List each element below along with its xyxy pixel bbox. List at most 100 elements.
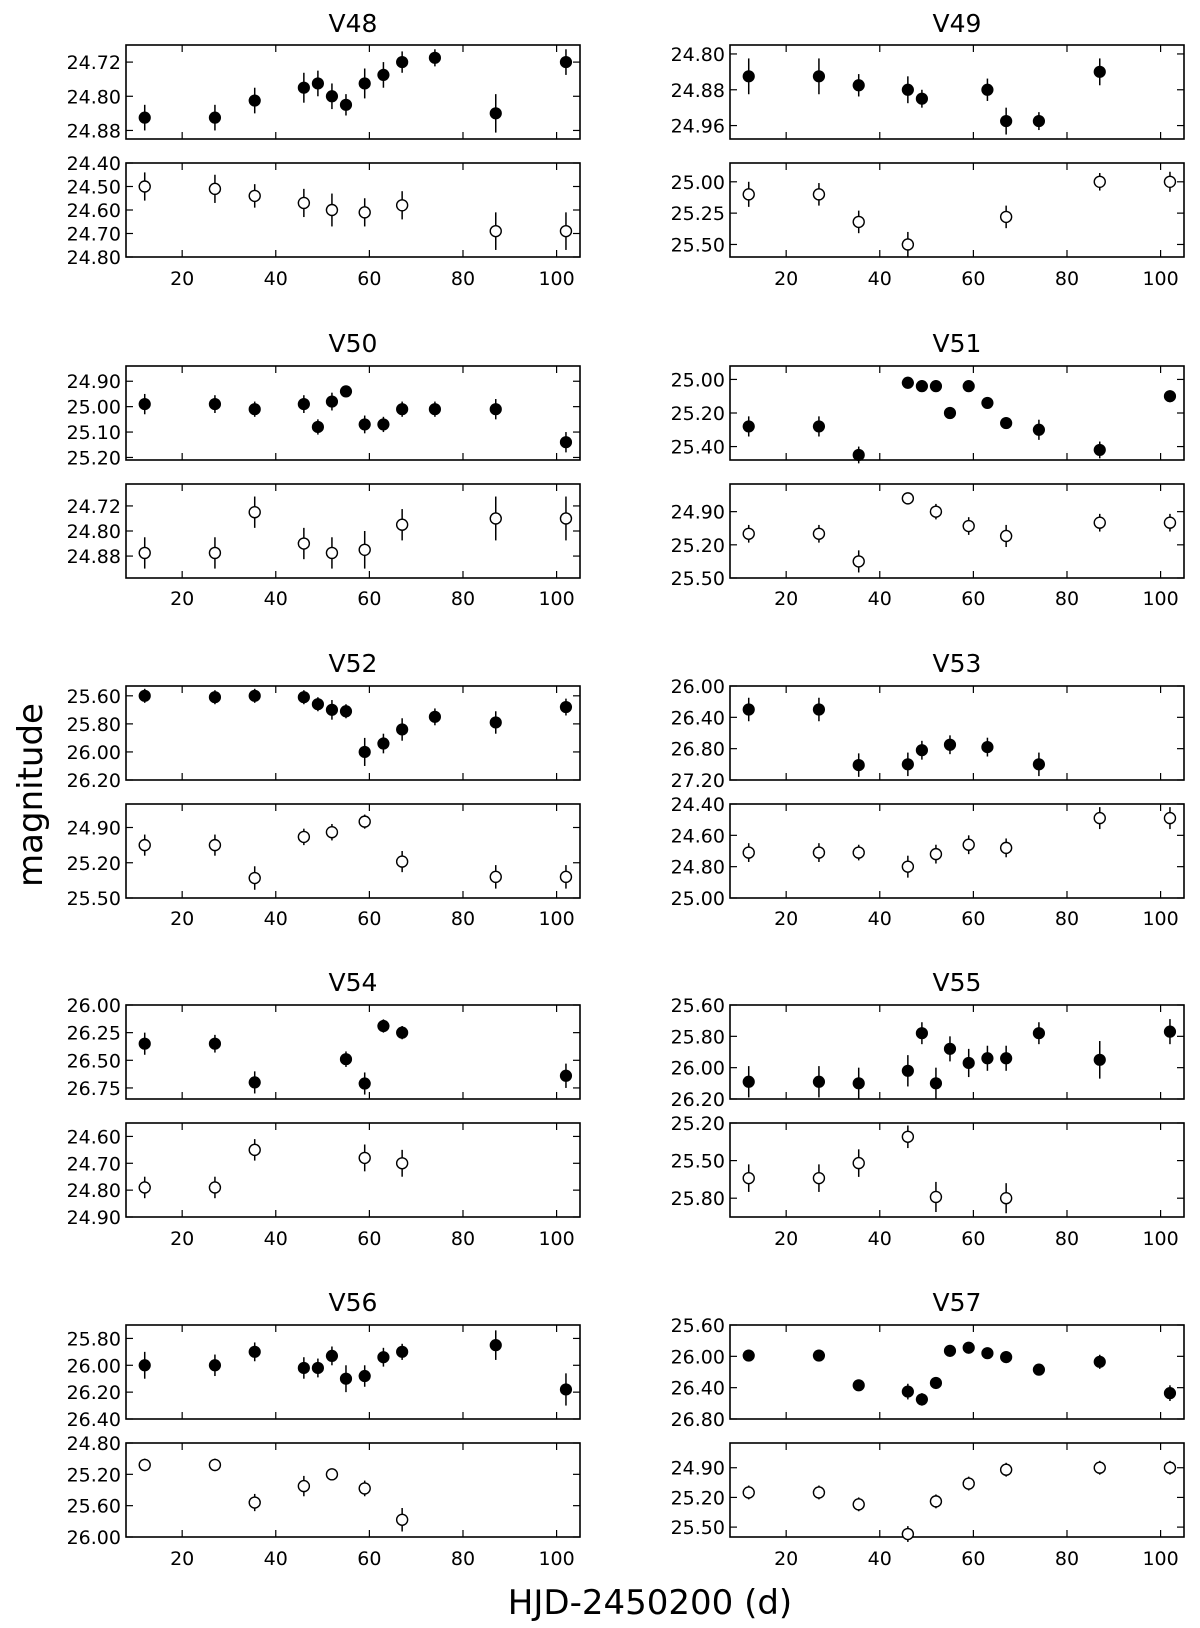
plot-frame: [125, 483, 581, 579]
data-point-open: [138, 1458, 151, 1472]
y-tick-label: 24.40: [67, 153, 121, 175]
data-point-open: [138, 546, 151, 560]
data-point-open: [812, 846, 826, 859]
data-point-open: [742, 1486, 755, 1499]
y-tick-label: 26.00: [671, 1346, 725, 1368]
data-point-filled: [943, 1344, 957, 1357]
panel-title: V56: [329, 1288, 378, 1317]
data-point-filled: [559, 55, 573, 69]
x-tick-label: 20: [774, 908, 798, 930]
x-tick-label: 60: [961, 908, 985, 930]
data-point-filled: [559, 1383, 573, 1396]
plot-frame: [729, 162, 1185, 258]
data-point-filled: [339, 98, 353, 111]
data-point-open: [138, 838, 151, 852]
data-point-open: [395, 1513, 409, 1526]
data-point-open: [489, 224, 502, 238]
y-tick-label: 25.00: [671, 172, 725, 194]
data-point-open: [358, 1151, 371, 1165]
data-point-open: [901, 492, 915, 505]
data-point-filled: [325, 90, 339, 103]
data-point-filled: [1000, 114, 1013, 128]
y-tick-label: 25.10: [67, 422, 121, 444]
x-tick-label: 20: [170, 268, 194, 290]
x-tick-label: 100: [538, 588, 574, 610]
data-point-open: [901, 860, 915, 873]
data-point-open: [358, 543, 371, 556]
x-tick-label: 80: [451, 908, 475, 930]
x-tick-label: 100: [1142, 1548, 1178, 1570]
panel-grid: V4824.7224.8024.8824.4024.5024.6024.7024…: [67, 9, 1185, 1570]
data-point-open: [395, 1157, 409, 1170]
data-point-open: [358, 206, 371, 219]
data-point-open: [812, 1486, 826, 1499]
panel-v49: V49 24.80 24.88 24.96 25.00 25.25 25.50 20 40 60 8…: [671, 9, 1185, 290]
y-tick-label: 25.60: [67, 686, 121, 708]
data-point-open: [325, 546, 339, 560]
data-point-filled: [138, 1037, 151, 1050]
data-point-open: [812, 188, 826, 201]
y-tick-label: 24.88: [671, 80, 725, 102]
x-tick-label: 80: [451, 1548, 475, 1570]
x-tick-label: 20: [170, 908, 194, 930]
y-tick-label: 25.80: [67, 714, 121, 736]
data-point-open: [929, 1495, 943, 1508]
panel-title: V53: [933, 649, 982, 678]
y-tick-label: 24.80: [67, 86, 121, 108]
data-point-filled: [812, 420, 826, 433]
panel-v57: V57 25.60 26.00 26.40 26.80 24.90 25.20 25.50 20…: [671, 1288, 1185, 1570]
data-point-open: [901, 1130, 915, 1143]
x-tick-label: 100: [1142, 588, 1178, 610]
y-tick-label: 26.50: [67, 1050, 121, 1072]
y-tick-label: 24.90: [671, 1458, 725, 1480]
data-point-filled: [981, 1052, 994, 1065]
x-tick-label: 40: [264, 588, 288, 610]
data-point-filled: [489, 403, 502, 416]
y-tick-label: 24.96: [671, 116, 725, 138]
data-point-open: [1093, 811, 1106, 825]
data-point-open: [325, 826, 339, 839]
data-point-open: [248, 1496, 261, 1509]
plot-frame: [125, 685, 581, 781]
y-tick-label: 26.80: [671, 739, 725, 761]
data-point-open: [395, 855, 409, 868]
y-tick-label: 25.20: [67, 1464, 121, 1486]
x-tick-label: 40: [868, 1228, 892, 1250]
x-tick-label: 40: [868, 908, 892, 930]
y-tick-label: 24.80: [67, 247, 121, 269]
plot-frame: [125, 1004, 581, 1100]
data-point-filled: [1163, 1025, 1177, 1038]
data-point-filled: [489, 716, 502, 729]
data-point-filled: [377, 1019, 390, 1033]
data-point-open: [208, 546, 222, 560]
y-tick-label: 25.00: [671, 888, 725, 910]
data-point-filled: [489, 107, 502, 120]
data-point-filled: [929, 380, 943, 393]
data-point-filled: [1032, 423, 1046, 436]
data-point-filled: [901, 758, 914, 771]
data-point-open: [999, 1463, 1013, 1476]
y-axis-label: magnitude: [11, 703, 51, 887]
data-point-open: [208, 182, 222, 196]
data-point-filled: [943, 738, 957, 751]
x-tick-label: 100: [538, 908, 574, 930]
data-point-open: [929, 847, 943, 861]
y-tick-label: 25.50: [671, 568, 725, 590]
plot-frame: [125, 1122, 581, 1218]
data-point-filled: [742, 1075, 755, 1088]
x-tick-label: 40: [868, 1548, 892, 1570]
data-point-filled: [248, 94, 261, 107]
data-point-filled: [358, 745, 371, 759]
data-point-open: [248, 189, 261, 203]
data-point-filled: [358, 418, 371, 431]
y-tick-label: 24.90: [67, 371, 121, 393]
data-point-filled: [248, 1345, 261, 1358]
data-point-filled: [559, 1069, 573, 1082]
data-point-open: [852, 215, 865, 229]
data-point-filled: [915, 744, 928, 757]
data-point-open: [999, 210, 1013, 224]
data-point-filled: [339, 1053, 353, 1066]
data-point-open: [852, 555, 865, 568]
data-point-filled: [396, 55, 409, 69]
data-point-filled: [489, 1339, 502, 1352]
